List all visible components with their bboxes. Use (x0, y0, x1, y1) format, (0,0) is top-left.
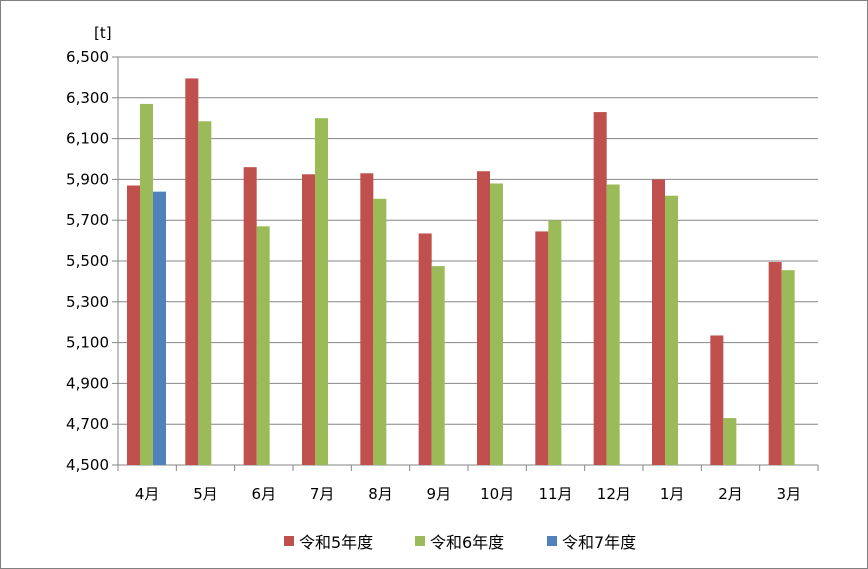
bar (140, 103, 153, 466)
bar (243, 167, 257, 465)
bar (768, 262, 782, 465)
legend-label: 令和5年度 (299, 533, 373, 552)
bar (606, 184, 620, 465)
legend-swatch (284, 536, 294, 546)
x-tick-label: 8月 (368, 485, 393, 503)
y-tick-label: 5,700 (66, 211, 109, 229)
x-tick-label: 2月 (718, 485, 743, 503)
y-unit-label: [t] (94, 24, 112, 42)
bar (593, 112, 607, 465)
x-tick-label: 11月 (538, 485, 572, 503)
bar (548, 220, 562, 465)
x-tick-label: 5月 (193, 485, 218, 503)
y-tick-label: 4,700 (66, 415, 109, 433)
bar (781, 270, 795, 465)
legend-label: 令和6年度 (430, 533, 504, 552)
x-tick-label: 10月 (480, 485, 514, 503)
x-tick-label: 7月 (310, 485, 335, 503)
bar (185, 78, 199, 466)
bar (127, 185, 140, 465)
x-tick-label: 9月 (427, 485, 452, 503)
bar (418, 233, 432, 465)
bar (477, 171, 490, 466)
bar (373, 198, 387, 465)
bar (535, 231, 549, 465)
legend-label: 令和7年度 (562, 533, 636, 552)
legend-swatch (415, 536, 425, 546)
x-tick-label: 12月 (597, 485, 631, 503)
bar (431, 266, 445, 465)
bar (302, 174, 315, 466)
x-tick-label: 3月 (777, 485, 802, 503)
y-tick-label: 5,900 (66, 170, 109, 188)
y-tick-label: 4,900 (66, 374, 109, 392)
bar (315, 118, 328, 465)
y-tick-label: 5,100 (66, 334, 109, 352)
x-tick-label: 6月 (252, 485, 277, 503)
y-tick-label: 5,500 (66, 252, 109, 270)
y-tick-label: 4,500 (66, 456, 109, 474)
legend-swatch (547, 536, 557, 546)
x-tick-label: 1月 (660, 485, 685, 503)
bar (153, 191, 166, 465)
bar (198, 121, 212, 465)
bar (360, 173, 374, 465)
bar (652, 179, 665, 465)
y-tick-label: 5,300 (66, 293, 109, 311)
y-tick-label: 6,500 (66, 48, 109, 66)
bar (723, 418, 737, 465)
bar (665, 195, 678, 465)
y-tick-label: 6,100 (66, 130, 109, 148)
bar (256, 226, 270, 465)
y-tick-label: 6,300 (66, 89, 109, 107)
x-tick-label: 4月 (135, 485, 160, 503)
bar (710, 335, 724, 465)
bar (490, 183, 503, 466)
